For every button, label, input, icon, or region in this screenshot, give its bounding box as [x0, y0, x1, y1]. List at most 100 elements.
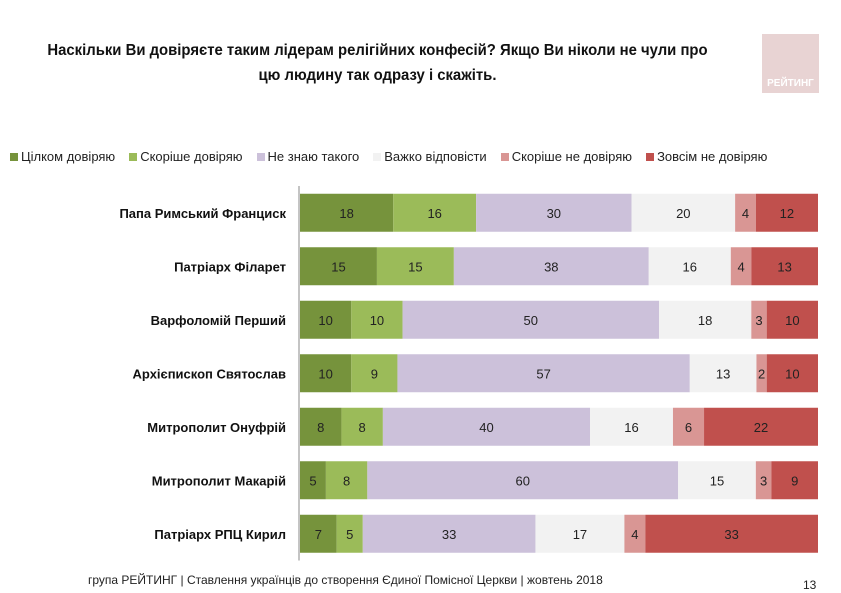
bar-segment [300, 300, 352, 339]
bar-segment [300, 247, 377, 286]
data-label: 16 [427, 206, 441, 221]
data-label: 3 [755, 313, 762, 328]
legend-item: Зовсім не довіряю [646, 149, 767, 164]
bar-segment [300, 407, 342, 446]
bar-segment [393, 193, 477, 232]
bar-segment [751, 300, 767, 339]
bar-segment [751, 247, 818, 286]
bar-segment [351, 300, 403, 339]
logo-text: РЕЙТИНГ [767, 78, 814, 89]
data-label: 3 [760, 473, 767, 488]
bar-segment [756, 354, 767, 393]
category-label: Варфоломій Перший [151, 313, 286, 328]
bar-segment [672, 407, 705, 446]
bar-segment [367, 461, 679, 500]
bar-segment [300, 193, 394, 232]
data-label: 40 [479, 420, 493, 435]
bar-segment [624, 514, 646, 553]
legend-swatch [10, 152, 18, 161]
data-label: 18 [698, 313, 712, 328]
bar-segment [735, 193, 756, 232]
bar-segment [382, 407, 591, 446]
legend-swatch [500, 152, 509, 161]
category-label: Архієпископ Святослав [133, 366, 286, 381]
data-label: 9 [791, 473, 798, 488]
legend-item: Цілком довіряю [10, 149, 115, 164]
data-label: 16 [683, 259, 697, 274]
data-label: 10 [318, 366, 332, 381]
data-label: 8 [359, 420, 366, 435]
bar-segment [535, 514, 625, 553]
data-label: 16 [624, 420, 638, 435]
legend-item: Не знаю такого [256, 149, 360, 164]
bar-segment [704, 407, 818, 446]
bar-segment [645, 514, 818, 553]
bar-segment [341, 407, 383, 446]
bar-segment [300, 514, 337, 553]
bar-segment [771, 461, 818, 500]
data-label: 15 [710, 473, 724, 488]
bar-segment [766, 354, 818, 393]
legend-label: Не знаю такого [267, 149, 360, 164]
bar-segment [336, 514, 363, 553]
legend-item: Скоріше не довіряю [500, 149, 633, 164]
legend-swatch [129, 152, 138, 161]
bar-segment [648, 247, 731, 286]
category-label: Патріарх Філарет [174, 259, 286, 274]
bar-segment [376, 247, 454, 286]
legend-label: Скоріше не довіряю [511, 149, 633, 164]
page-number: 13 [803, 578, 817, 592]
bar-segment [755, 461, 772, 500]
category-label: Митрополит Онуфрій [147, 420, 286, 435]
data-label: 10 [785, 366, 799, 381]
bar-segment [766, 300, 818, 339]
data-label: 4 [631, 527, 638, 542]
data-label: 6 [685, 420, 692, 435]
bar-segment [678, 461, 756, 500]
data-label: 57 [536, 366, 550, 381]
legend: Цілком довіряю Скоріше довіряю Не знаю так… [10, 149, 767, 164]
chart-title: Наскільки Ви довіряєте таким лідерам рел… [47, 42, 708, 84]
data-label: 20 [676, 206, 690, 221]
bar-segment [689, 354, 757, 393]
data-label: 12 [780, 206, 794, 221]
data-label: 10 [318, 313, 332, 328]
data-label: 13 [777, 259, 791, 274]
legend-item: Скоріше довіряю [129, 149, 243, 164]
footer-source: група РЕЙТИНГ | Ставлення українців до с… [88, 573, 603, 587]
data-label: 5 [346, 527, 353, 542]
data-label: 10 [370, 313, 384, 328]
data-label: 15 [331, 259, 345, 274]
data-label: 33 [724, 527, 738, 542]
data-label: 8 [317, 420, 324, 435]
legend-swatch [646, 152, 655, 161]
legend-swatch [256, 152, 265, 161]
data-label: 50 [524, 313, 538, 328]
rating-logo: РЕЙТИНГ [762, 34, 819, 93]
data-label: 8 [343, 473, 350, 488]
bar-segment [453, 247, 649, 286]
bar-segment [300, 354, 352, 393]
data-label: 10 [785, 313, 799, 328]
data-label: 17 [573, 527, 587, 542]
data-label: 9 [371, 366, 378, 381]
category-label: Патріарх РПЦ Кирил [154, 527, 286, 542]
data-label: 33 [442, 527, 456, 542]
bar-segment [659, 300, 752, 339]
data-label: 7 [315, 527, 322, 542]
data-label: 4 [742, 206, 749, 221]
data-label: 2 [758, 366, 765, 381]
bar-segment [362, 514, 536, 553]
data-label: 5 [309, 473, 316, 488]
data-label: 22 [754, 420, 768, 435]
bar-segment [351, 354, 398, 393]
legend-label: Зовсім не довіряю [657, 149, 768, 164]
legend-label: Важко відповісти [384, 149, 487, 164]
data-label: 18 [339, 206, 353, 221]
data-label: 60 [516, 473, 530, 488]
bar-segment [730, 247, 752, 286]
bar-segment [397, 354, 690, 393]
data-label: 4 [737, 259, 744, 274]
legend-item: Важко відповісти [373, 149, 487, 164]
